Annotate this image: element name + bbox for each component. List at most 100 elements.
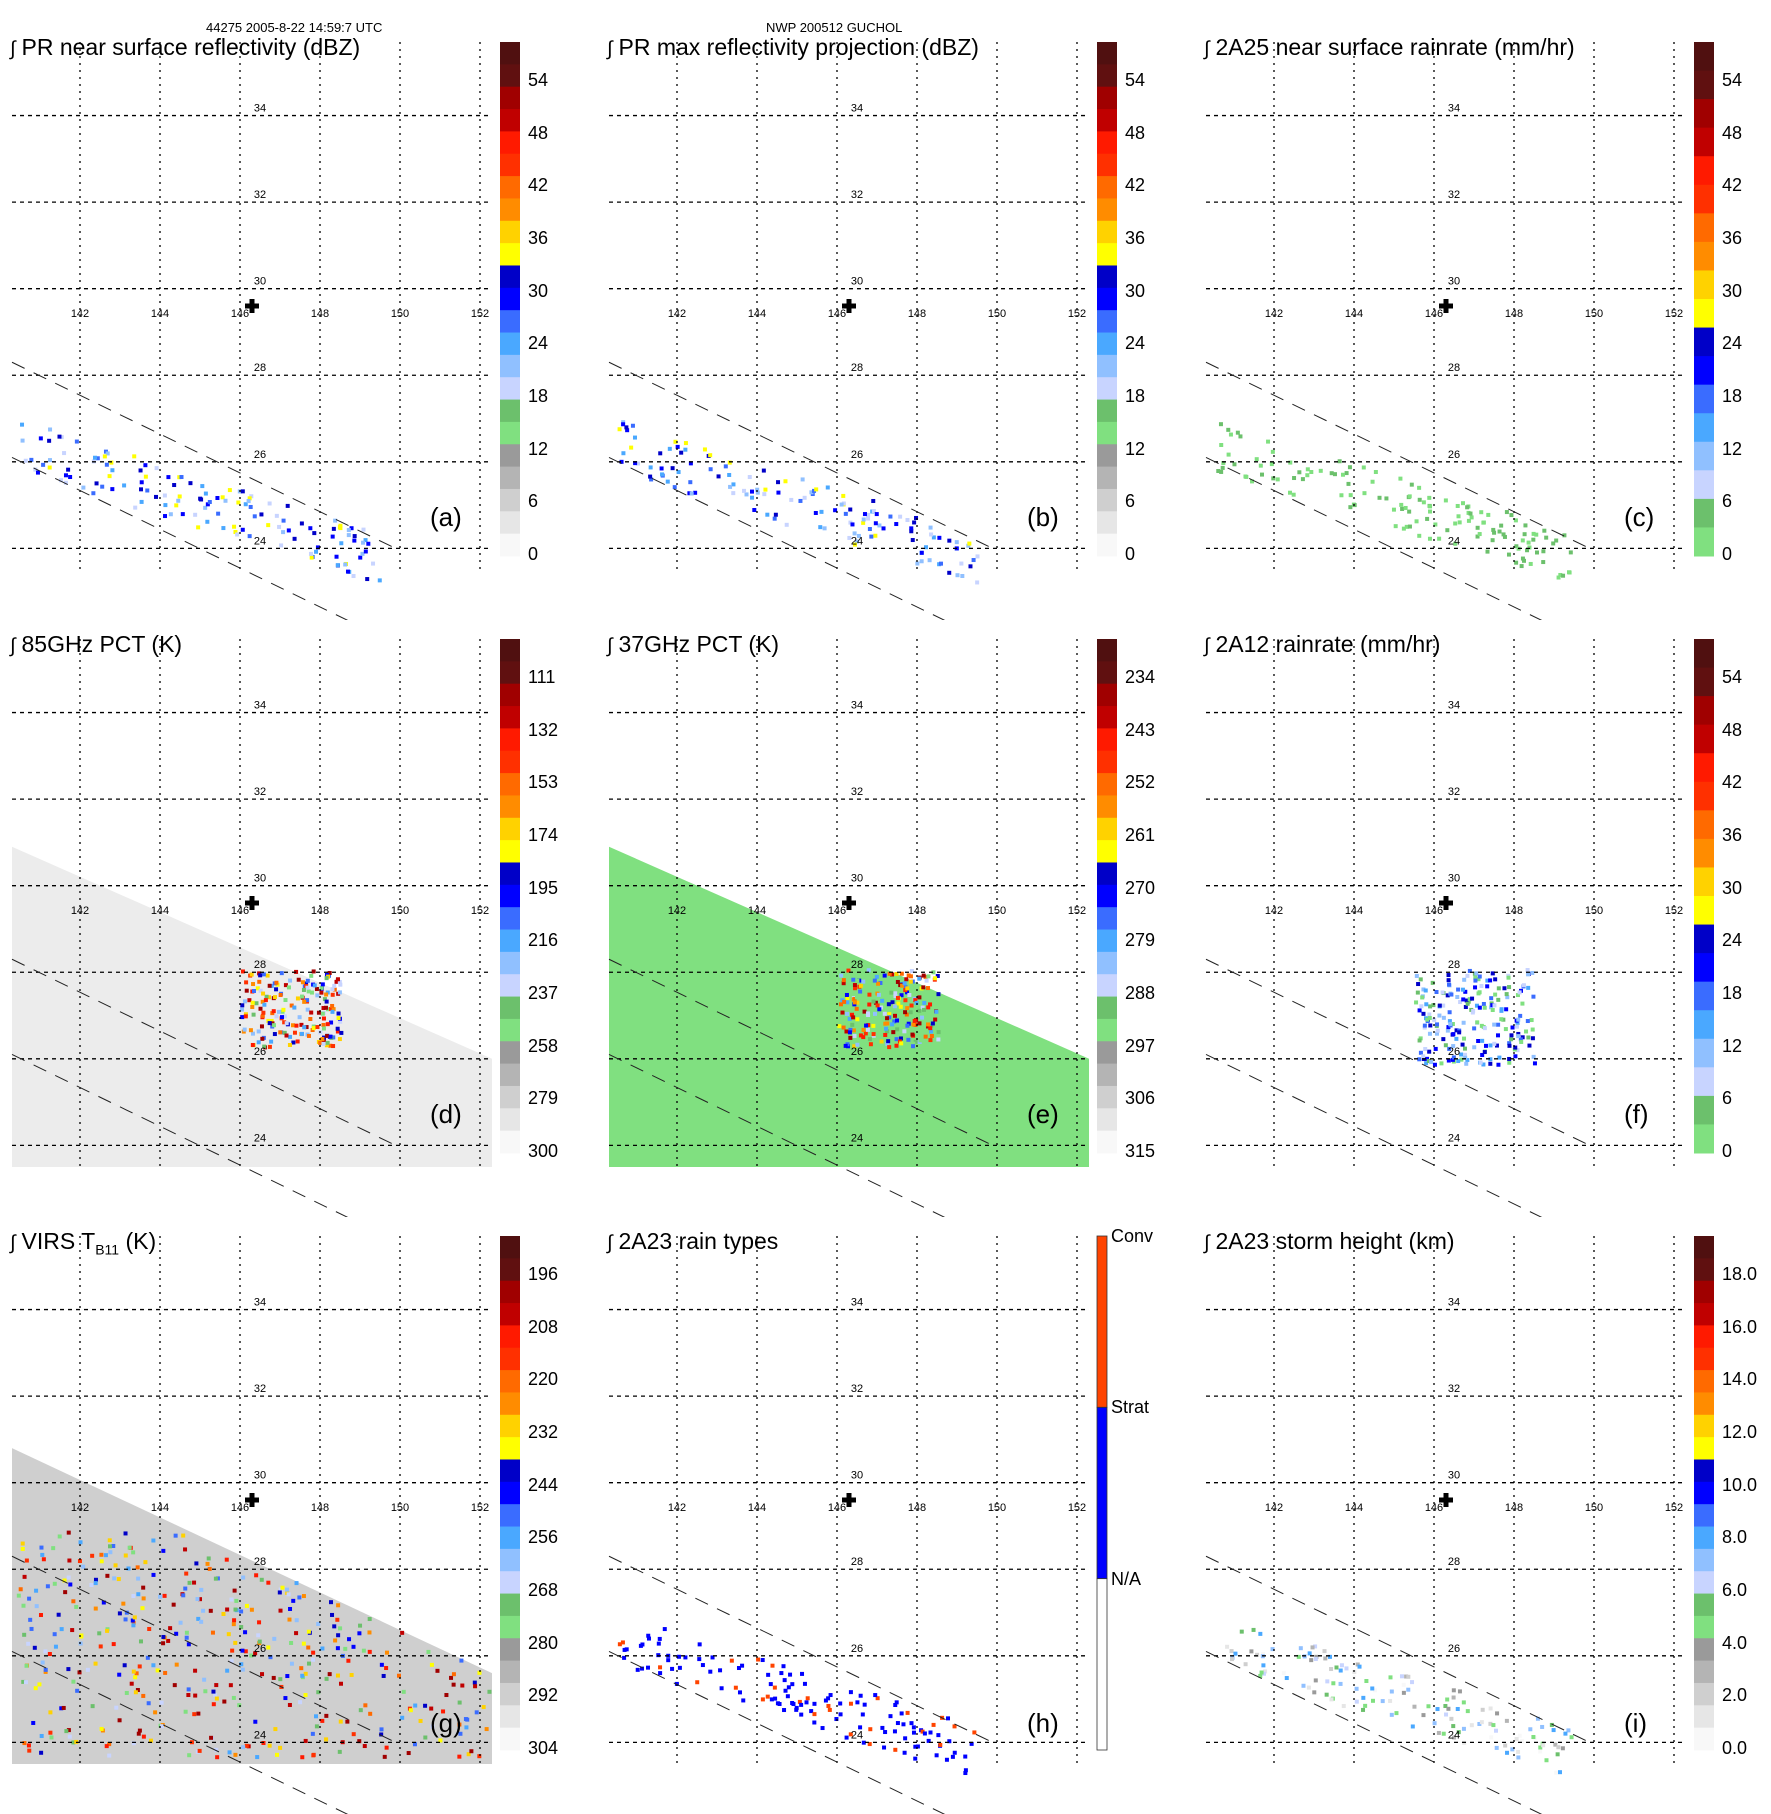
data-pixel [903, 998, 908, 1003]
data-pixel [1384, 496, 1389, 501]
data-pixel [351, 1644, 356, 1649]
data-pixel [39, 1733, 44, 1738]
data-pixel [186, 1642, 191, 1647]
data-pixel [316, 1690, 321, 1695]
data-pixel [215, 495, 220, 500]
data-pixel [911, 1044, 916, 1049]
panel-title-text: 85GHz PCT (K) [21, 631, 183, 657]
data-pixel [1218, 422, 1223, 427]
data-pixel [269, 1039, 274, 1044]
data-pixel [74, 439, 79, 444]
data-pixel [235, 532, 240, 537]
colorbar-segment [500, 1660, 520, 1684]
data-pixel [143, 463, 148, 468]
data-pixel [676, 470, 681, 475]
data-pixel [1281, 1671, 1286, 1676]
data-pixel [1461, 501, 1466, 506]
data-pixel [261, 991, 266, 996]
data-pixel [139, 480, 144, 485]
data-pixel [141, 1585, 146, 1590]
colorbar-tick-label: 30 [1722, 280, 1743, 301]
data-pixel [1457, 520, 1462, 525]
colorbar-segment [500, 1085, 520, 1109]
data-pixel [871, 509, 876, 514]
data-pixel [1239, 1629, 1244, 1634]
data-pixel [299, 1666, 304, 1671]
data-pixel [1513, 1054, 1518, 1059]
colorbar-tick-label: 132 [528, 719, 559, 740]
data-pixel [304, 981, 309, 986]
colorbar-segment [500, 1347, 520, 1371]
colorbar-tick-label: 304 [528, 1738, 559, 1758]
colorbar-segment [500, 1392, 520, 1416]
lon-tick-label: 144 [151, 1502, 169, 1514]
data-pixel [912, 520, 917, 525]
data-pixel [855, 1000, 860, 1005]
data-pixel [108, 1550, 113, 1555]
data-pixel [765, 512, 770, 517]
data-pixel [325, 1040, 330, 1045]
data-pixel [865, 1027, 870, 1032]
data-pixel [269, 1018, 274, 1023]
lon-tick-label: 146 [828, 1502, 846, 1514]
data-pixel [679, 450, 684, 455]
data-pixel [1414, 973, 1419, 978]
data-pixel [203, 491, 208, 496]
lat-tick-label: 26 [1448, 449, 1460, 461]
data-pixel [168, 512, 173, 517]
data-pixel [1456, 1730, 1461, 1735]
colorbar-segment [500, 310, 520, 334]
data-pixel [116, 1577, 121, 1582]
colorbar-segment [500, 1370, 520, 1393]
data-pixel [1532, 1061, 1537, 1066]
data-pixel [1494, 1728, 1499, 1733]
data-pixel [1492, 1022, 1497, 1027]
data-pixel [21, 1603, 26, 1608]
data-pixel [906, 1037, 911, 1042]
colorbar-segment [1694, 1682, 1714, 1706]
data-pixel [140, 1606, 145, 1611]
data-pixel [1451, 1688, 1456, 1693]
data-pixel [894, 522, 899, 527]
colorbar-h [1096, 1235, 1108, 1751]
data-pixel [871, 1032, 876, 1037]
data-pixel [363, 538, 368, 543]
data-pixel [1270, 449, 1275, 454]
data-pixel [331, 1007, 336, 1012]
data-pixel [1428, 509, 1433, 514]
data-pixel [1433, 1046, 1438, 1051]
data-pixel [1427, 536, 1432, 541]
data-pixel [911, 1041, 916, 1046]
data-pixel [134, 1671, 139, 1676]
data-pixel [332, 987, 337, 992]
data-pixel [1528, 1727, 1533, 1732]
data-pixel [1258, 463, 1263, 468]
data-pixel [53, 1644, 58, 1649]
data-pixel [107, 474, 112, 479]
data-pixel [1415, 990, 1420, 995]
data-pixel [1399, 502, 1404, 507]
data-pixel [799, 1712, 804, 1717]
data-pixel [358, 1623, 363, 1628]
data-pixel [95, 456, 100, 461]
data-pixel [848, 1035, 853, 1040]
data-pixel [306, 1033, 311, 1038]
data-pixel [844, 1735, 849, 1740]
data-pixel [659, 466, 664, 471]
data-pixel [151, 1663, 156, 1668]
data-pixel [922, 1000, 927, 1005]
data-pixel [294, 1631, 299, 1636]
data-pixel [267, 1044, 272, 1049]
data-pixel [894, 971, 899, 976]
colorbar-segment [500, 1638, 520, 1662]
colorbar-segment [500, 109, 520, 132]
data-pixel [877, 1007, 882, 1012]
data-pixel [670, 466, 675, 471]
data-pixel [1421, 1713, 1426, 1718]
colorbar-tick-label: 18 [1722, 386, 1743, 406]
data-pixel [926, 1022, 931, 1027]
data-pixel [26, 1743, 31, 1748]
lat-tick-label: 34 [1448, 700, 1460, 712]
data-pixel [1445, 1028, 1450, 1033]
colorbar-tick-label: 6 [528, 491, 539, 512]
